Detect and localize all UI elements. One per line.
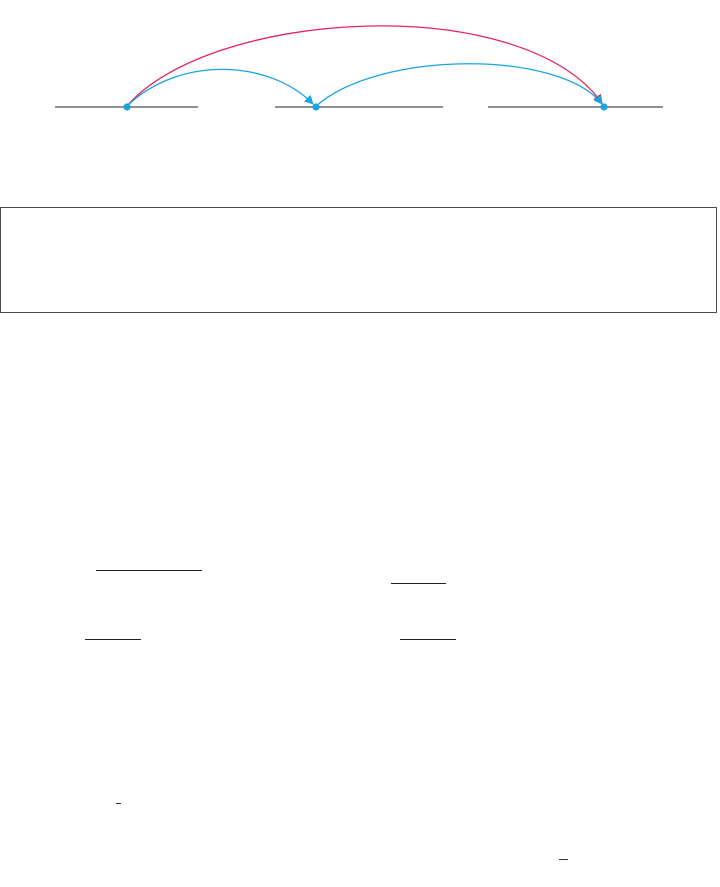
overline-mark	[559, 859, 568, 860]
point-3	[600, 103, 608, 111]
point-1	[123, 103, 131, 111]
fraction-bar	[391, 583, 446, 584]
point-2	[312, 103, 320, 111]
arc-1-to-2	[126, 68, 314, 107]
fraction-bar	[400, 639, 456, 640]
text-box	[0, 207, 717, 313]
fraction-bar	[96, 570, 202, 571]
arrow-diagram	[55, 25, 663, 111]
fraction-bar	[85, 639, 141, 640]
overline-mark	[116, 803, 121, 804]
arc-1-to-3	[126, 25, 603, 107]
arc-2-to-3	[315, 63, 603, 107]
